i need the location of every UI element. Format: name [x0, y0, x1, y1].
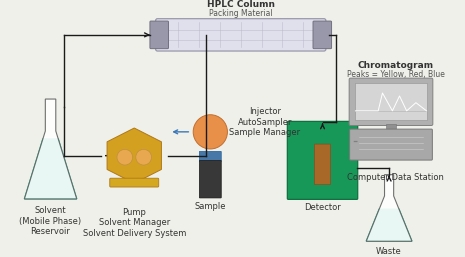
Circle shape — [117, 149, 133, 165]
Circle shape — [136, 149, 152, 165]
Polygon shape — [366, 175, 412, 241]
FancyBboxPatch shape — [350, 129, 432, 160]
FancyBboxPatch shape — [110, 178, 159, 187]
FancyBboxPatch shape — [199, 151, 221, 161]
Text: Computer Data Station: Computer Data Station — [347, 173, 444, 182]
Polygon shape — [24, 99, 77, 199]
Polygon shape — [366, 209, 412, 241]
Text: Peaks = Yellow, Red, Blue: Peaks = Yellow, Red, Blue — [347, 70, 445, 79]
Polygon shape — [24, 139, 77, 199]
Text: Packing Material: Packing Material — [209, 9, 272, 18]
FancyBboxPatch shape — [314, 144, 331, 185]
FancyBboxPatch shape — [150, 21, 168, 49]
FancyBboxPatch shape — [386, 124, 396, 129]
Text: Waste: Waste — [376, 247, 402, 256]
FancyBboxPatch shape — [355, 83, 426, 120]
Text: HPLC Column: HPLC Column — [207, 0, 275, 9]
Text: Detector: Detector — [304, 203, 341, 212]
Text: Chromatogram: Chromatogram — [358, 61, 434, 70]
FancyBboxPatch shape — [349, 78, 433, 125]
FancyBboxPatch shape — [313, 21, 332, 49]
Text: Solvent
(Mobile Phase)
Reservoir: Solvent (Mobile Phase) Reservoir — [20, 207, 82, 236]
Polygon shape — [107, 128, 161, 183]
Text: Sample: Sample — [194, 202, 226, 211]
Circle shape — [193, 115, 227, 149]
FancyBboxPatch shape — [199, 160, 221, 198]
Text: Injector
AutoSampler
Sample Manager: Injector AutoSampler Sample Manager — [229, 107, 300, 137]
FancyBboxPatch shape — [156, 19, 326, 51]
Text: Pump
Solvent Manager
Solvent Delivery System: Pump Solvent Manager Solvent Delivery Sy… — [83, 208, 186, 238]
FancyBboxPatch shape — [287, 121, 358, 199]
